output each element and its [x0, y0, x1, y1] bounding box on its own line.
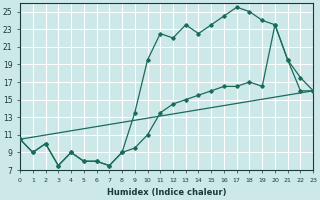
X-axis label: Humidex (Indice chaleur): Humidex (Indice chaleur) — [107, 188, 226, 197]
